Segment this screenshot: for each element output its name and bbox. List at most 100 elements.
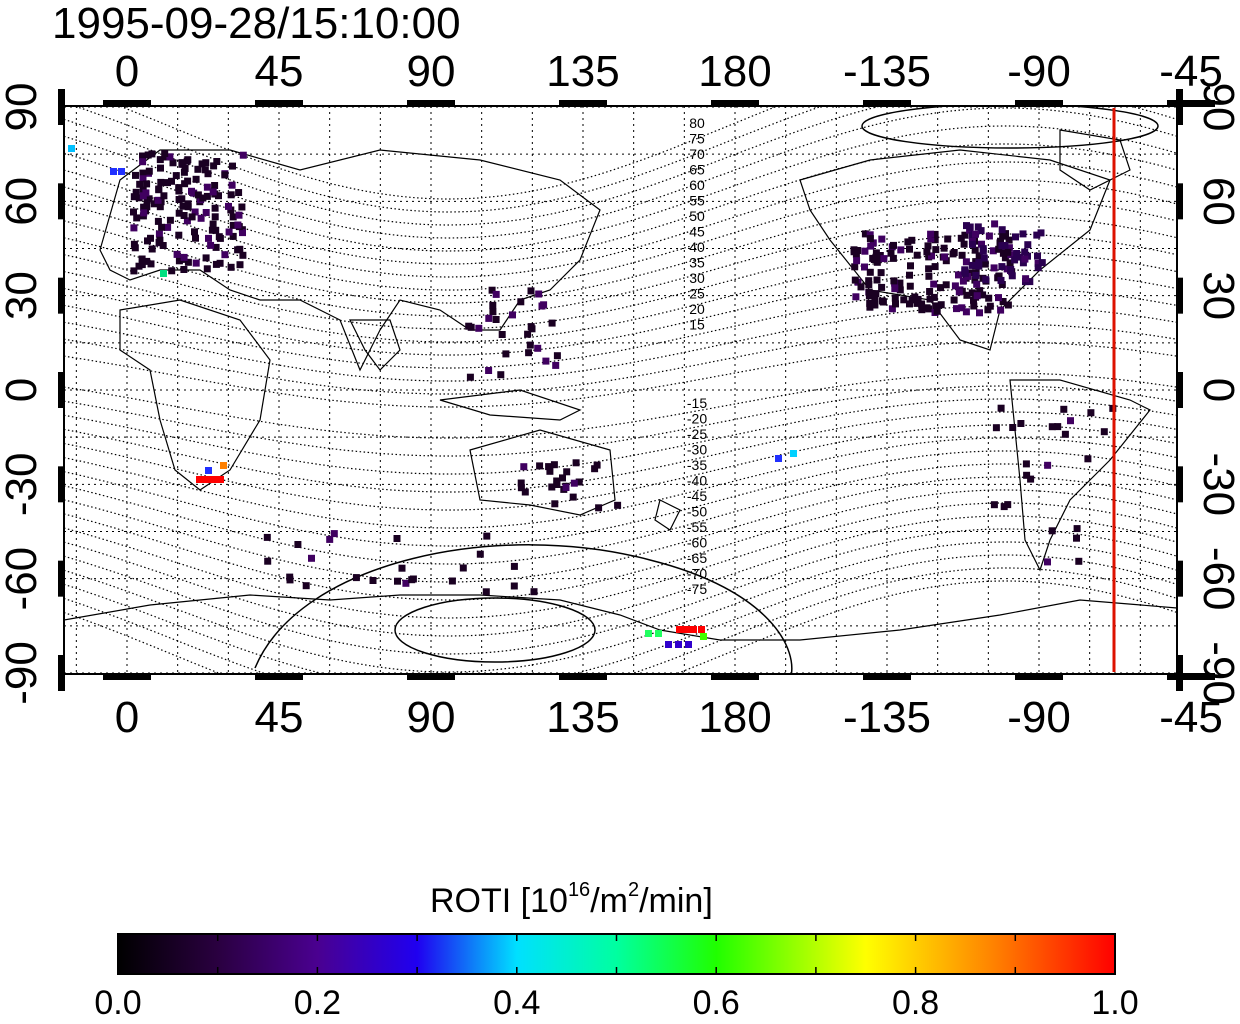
roti-cell <box>593 461 601 469</box>
roti-cell <box>191 208 199 216</box>
roti-cell <box>1004 301 1012 309</box>
roti-cell <box>955 288 963 296</box>
roti-cell <box>175 231 183 239</box>
roti-cell <box>188 187 195 195</box>
roti-cell <box>887 249 895 257</box>
roti-cell <box>976 309 983 317</box>
roti-cell <box>1073 525 1081 533</box>
longitude-labels-top: 0 45 90 135 180 -135 -90 -45 <box>115 47 1223 96</box>
contour-label: 35 <box>689 255 705 271</box>
roti-cell <box>999 249 1007 257</box>
roti-cell <box>990 264 998 272</box>
roti-cell <box>937 301 945 309</box>
colorbar-tick-label: 1.0 <box>1091 984 1138 1022</box>
roti-cell <box>213 158 221 165</box>
roti-cell <box>871 295 879 303</box>
contour-line <box>64 305 1177 382</box>
roti-cell <box>941 253 949 261</box>
roti-cell <box>545 463 553 471</box>
roti-cell <box>865 292 873 300</box>
roti-cell <box>563 468 571 476</box>
roti-cell <box>510 562 518 570</box>
lat-label-left: 90 <box>0 83 46 132</box>
roti-cell <box>144 237 151 245</box>
lon-label-top: 0 <box>115 47 139 96</box>
roti-cell <box>211 204 219 212</box>
roti-cell <box>517 298 525 306</box>
roti-cell <box>963 222 970 230</box>
frame-tick-bottom <box>863 673 911 680</box>
contour-line <box>64 450 1177 547</box>
roti-cell <box>932 302 940 310</box>
roti-cell <box>992 424 1000 432</box>
contour-label: 50 <box>689 208 705 224</box>
roti-cell <box>225 202 232 210</box>
roti-cell <box>156 236 164 244</box>
coastline <box>349 319 401 371</box>
roti-cell <box>1034 264 1042 272</box>
roti-cell-highlight <box>220 462 227 469</box>
roti-cell <box>160 192 168 200</box>
roti-cell <box>1012 233 1019 241</box>
roti-cell <box>971 276 979 284</box>
roti-cell <box>998 263 1006 271</box>
roti-cell <box>369 577 377 584</box>
lon-label-bottom: 45 <box>255 693 304 742</box>
roti-cell <box>865 288 873 296</box>
coastline <box>1009 379 1151 572</box>
roti-cell <box>168 267 176 275</box>
roti-cell <box>169 159 177 167</box>
roti-cell <box>184 258 192 266</box>
roti-cell <box>1023 471 1031 479</box>
roti-cell-highlight <box>698 626 705 633</box>
roti-cell <box>155 186 163 194</box>
contour-line <box>64 398 1177 475</box>
roti-cell <box>157 164 164 172</box>
roti-cell <box>1038 259 1046 267</box>
roti-cell <box>995 245 1003 253</box>
roti-cell <box>204 170 212 178</box>
roti-cell <box>999 232 1007 240</box>
roti-cell <box>984 306 992 314</box>
roti-cell <box>1004 248 1012 256</box>
roti-cell <box>509 311 516 319</box>
roti-cell <box>263 533 271 541</box>
roti-cell <box>203 192 211 200</box>
roti-cell <box>212 260 220 268</box>
roti-cell <box>963 291 971 299</box>
roti-cell <box>239 151 247 159</box>
roti-cell <box>264 557 272 565</box>
roti-cell <box>235 211 243 219</box>
roti-cell <box>138 255 146 263</box>
roti-cell <box>955 271 962 279</box>
frame-tick-right <box>1176 183 1183 220</box>
roti-cell-highlight <box>690 626 697 633</box>
roti-cell <box>181 180 189 188</box>
roti-cell <box>907 262 914 270</box>
roti-cell <box>184 203 192 211</box>
roti-cell <box>1026 278 1034 286</box>
contour-label: -45 <box>687 488 707 504</box>
contour-line <box>64 161 1177 278</box>
roti-cell <box>145 195 153 203</box>
contour-oval-north <box>861 106 1159 149</box>
roti-cell <box>517 484 525 492</box>
roti-cell <box>977 227 985 235</box>
roti-cell <box>192 259 200 267</box>
lat-label-right: 30 <box>1194 271 1240 320</box>
lon-label-bottom: 90 <box>407 693 456 742</box>
roti-cell <box>530 588 538 596</box>
roti-cell <box>209 220 217 228</box>
contour-line <box>64 567 1177 674</box>
roti-cell <box>161 150 169 157</box>
roti-cell <box>975 252 983 260</box>
roti-cell <box>925 265 933 273</box>
roti-cell <box>188 213 196 221</box>
roti-cell <box>942 281 950 289</box>
timestamp-label: 1995-09-28/15:10:00 <box>52 0 461 48</box>
roti-cell <box>908 236 916 244</box>
roti-cell <box>985 232 993 240</box>
roti-cell-highlight <box>683 626 690 633</box>
roti-cell <box>906 271 913 279</box>
roti-cell <box>931 263 939 271</box>
